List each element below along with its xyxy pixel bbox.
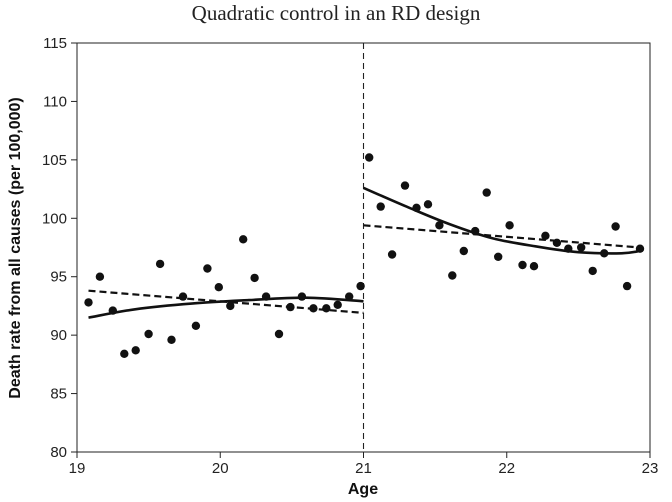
data-point [261, 292, 271, 301]
y-tick-label: 85 [50, 386, 67, 403]
y-tick-label: 80 [50, 444, 67, 461]
data-point [214, 283, 223, 292]
data-point [333, 300, 342, 309]
data-point [345, 292, 354, 301]
data-point [365, 153, 374, 162]
y-tick-label: 115 [43, 35, 67, 52]
axes: 19 20 21 22 23 80 85 90 95 100 105 110 115 [42, 35, 658, 477]
y-tick-label: 90 [50, 327, 67, 344]
data-point [274, 329, 284, 339]
y-tick-label: 105 [42, 152, 67, 169]
data-point [435, 221, 444, 230]
data-point [178, 292, 188, 301]
data-point [387, 250, 397, 259]
data-point [423, 200, 433, 209]
data-point [448, 271, 457, 280]
x-tick-label: 20 [212, 460, 229, 477]
data-point [239, 235, 248, 244]
data-point [529, 262, 539, 271]
x-tick-label: 21 [355, 460, 372, 477]
data-point [611, 222, 620, 231]
data-point [131, 346, 140, 355]
data-point [505, 221, 514, 230]
data-point [459, 246, 468, 256]
data-point [95, 272, 105, 281]
x-tick-label: 23 [642, 460, 659, 477]
data-point [494, 252, 503, 261]
x-tick-label: 22 [498, 460, 515, 477]
data-point [322, 304, 331, 313]
data-point [588, 266, 597, 276]
data-point [356, 281, 365, 291]
data-point [412, 203, 421, 212]
chart-title: Quadratic control in an RD design [191, 1, 481, 25]
data-point [191, 321, 201, 330]
y-tick-label: 110 [43, 93, 67, 110]
data-point [471, 226, 480, 236]
data-points [84, 153, 645, 358]
data-point [518, 260, 527, 270]
x-axis-label: Age [348, 481, 378, 498]
data-point [250, 273, 259, 283]
data-point [577, 243, 586, 252]
x-tick-label: 19 [69, 460, 86, 477]
data-point [297, 292, 307, 301]
data-point [600, 249, 609, 258]
data-point [635, 244, 645, 253]
data-point [144, 329, 153, 339]
data-point [155, 259, 165, 269]
data-point [286, 302, 295, 312]
y-tick-label: 100 [42, 210, 67, 227]
fit-lines [88, 186, 641, 319]
data-point [226, 301, 235, 311]
fit-line-linear-right [363, 224, 641, 249]
data-point [622, 281, 632, 291]
data-point [203, 264, 212, 273]
data-point [552, 238, 562, 247]
fit-line-linear-left [88, 289, 364, 314]
data-point [376, 202, 385, 211]
data-point [400, 181, 410, 190]
fit-line-quadratic-right [362, 186, 641, 255]
data-point [309, 304, 318, 313]
data-point [108, 306, 118, 315]
data-point [564, 244, 573, 253]
data-point [482, 188, 491, 197]
y-axis-label: Death rate from all causes (per 100,000) [7, 97, 24, 398]
data-point [84, 298, 93, 307]
data-point [541, 231, 550, 240]
y-tick-label: 95 [50, 269, 67, 286]
data-point [120, 349, 129, 358]
data-point [167, 335, 176, 344]
